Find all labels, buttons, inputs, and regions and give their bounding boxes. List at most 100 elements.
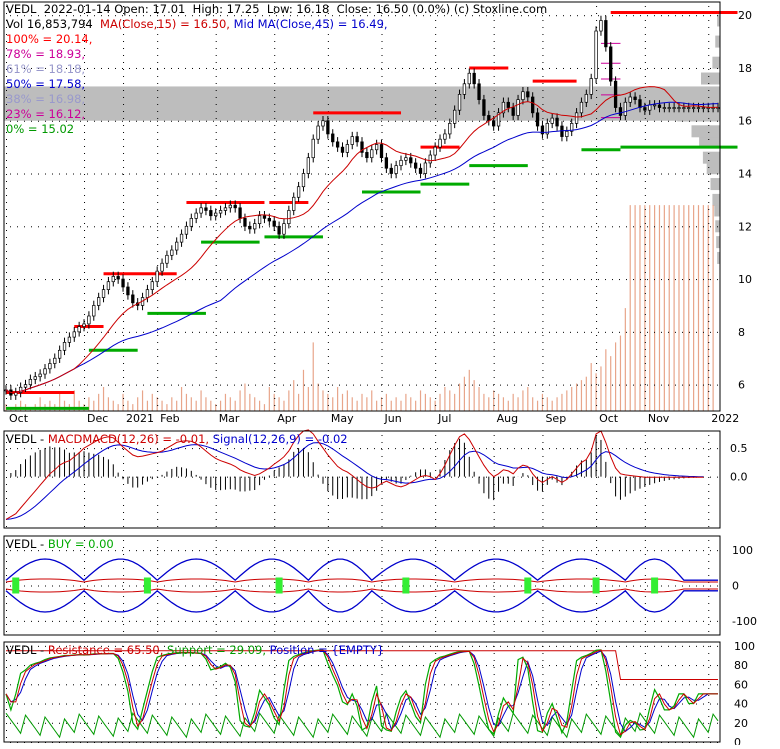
grid-dot: [605, 645, 606, 647]
grid-dot: [178, 684, 179, 686]
grid-dot: [596, 209, 598, 210]
grid-dot: [472, 476, 473, 478]
grid-dot: [360, 67, 361, 69]
grid-dot: [290, 722, 291, 724]
grid-dot: [178, 722, 179, 724]
grid-dot: [327, 13, 329, 14]
grid-dot: [596, 90, 598, 91]
grid-dot: [708, 716, 710, 717]
grid-dot: [507, 476, 508, 478]
grid-dot: [24, 279, 25, 281]
grid-dot: [66, 476, 67, 478]
grid-dot: [346, 331, 347, 333]
grid-dot: [59, 645, 60, 647]
grid-dot: [123, 737, 125, 738]
grid-dot: [435, 709, 437, 710]
grid-dot: [10, 645, 11, 647]
grid-dot: [381, 384, 382, 386]
grid-dot: [353, 448, 354, 450]
grid-dot: [689, 620, 690, 622]
grid-dot: [84, 258, 86, 259]
grid-dot: [215, 153, 217, 154]
grid-dot: [381, 435, 383, 436]
grid-dot: [682, 279, 683, 281]
grid-dot: [479, 173, 480, 175]
grid-dot: [465, 645, 466, 647]
grid-dot: [556, 645, 557, 647]
grid-dot: [199, 120, 200, 122]
grid-dot: [84, 442, 86, 443]
grid-dot: [59, 384, 60, 386]
grid-dot: [84, 681, 86, 682]
buy-envelope-upper: [5, 558, 718, 582]
grid-dot: [708, 83, 710, 84]
grid-dot: [717, 585, 718, 587]
grid-dot: [213, 665, 214, 667]
grid-dot: [94, 645, 95, 647]
grid-dot: [381, 279, 383, 280]
grid-dot: [6, 356, 7, 357]
grid-dot: [87, 476, 88, 478]
grid-dot: [556, 173, 557, 175]
price-candle-body: [370, 149, 374, 159]
grid-dot: [66, 620, 67, 622]
grid-dot: [458, 331, 459, 333]
grid-dot: [493, 349, 495, 350]
grid-dot: [644, 202, 646, 203]
grid-dot: [84, 674, 86, 675]
grid-dot: [619, 67, 620, 69]
grid-dot: [84, 561, 86, 562]
grid-dot: [248, 550, 249, 552]
grid-dot: [297, 620, 298, 622]
grid-dot: [123, 146, 125, 147]
grid-dot: [115, 620, 116, 622]
grid-dot: [381, 195, 383, 196]
grid-dot: [514, 173, 515, 175]
grid-dot: [493, 111, 495, 112]
grid-dot: [570, 120, 571, 122]
grid-dot: [542, 653, 544, 654]
grid-dot: [6, 505, 7, 506]
grid-dot: [274, 279, 276, 280]
grid-dot: [430, 120, 431, 122]
grid-dot: [297, 585, 298, 587]
grid-dot: [234, 384, 235, 386]
grid-dot: [215, 702, 217, 703]
price-candle-body: [257, 215, 262, 225]
grid-dot: [696, 448, 697, 450]
grid-dot: [346, 684, 347, 686]
grid-dot: [129, 620, 130, 622]
price-candle-body: [457, 94, 462, 111]
grid-dot: [644, 442, 646, 443]
grid-dot: [381, 272, 383, 273]
grid-dot: [374, 173, 375, 175]
grid-dot: [327, 181, 329, 182]
grid-dot: [10, 15, 11, 17]
grid-dot: [435, 484, 437, 485]
grid-dot: [73, 120, 74, 122]
grid-dot: [654, 384, 655, 386]
grid-dot: [136, 173, 137, 175]
ma45-line: [5, 101, 719, 393]
grid-dot: [374, 448, 375, 450]
grid-dot: [444, 331, 445, 333]
grid-dot: [73, 279, 74, 281]
grid-dot: [136, 120, 137, 122]
grid-dot: [325, 722, 326, 724]
grid-dot: [612, 384, 613, 386]
grid-dot: [493, 20, 495, 21]
grid-dot: [644, 209, 646, 210]
grid-dot: [507, 665, 508, 667]
stoch-title-part: Resistance = 65.50,: [48, 643, 167, 657]
price-candle-body: [116, 276, 120, 280]
grid-dot: [708, 167, 710, 168]
grid-dot: [213, 120, 214, 122]
grid-dot: [528, 120, 529, 122]
grid-dot: [388, 620, 389, 622]
grid-dot: [708, 132, 710, 133]
grid-dot: [430, 684, 431, 686]
grid-dot: [115, 120, 116, 122]
grid-dot: [6, 62, 7, 63]
grid-dot: [6, 223, 7, 224]
grid-dot: [327, 258, 329, 259]
